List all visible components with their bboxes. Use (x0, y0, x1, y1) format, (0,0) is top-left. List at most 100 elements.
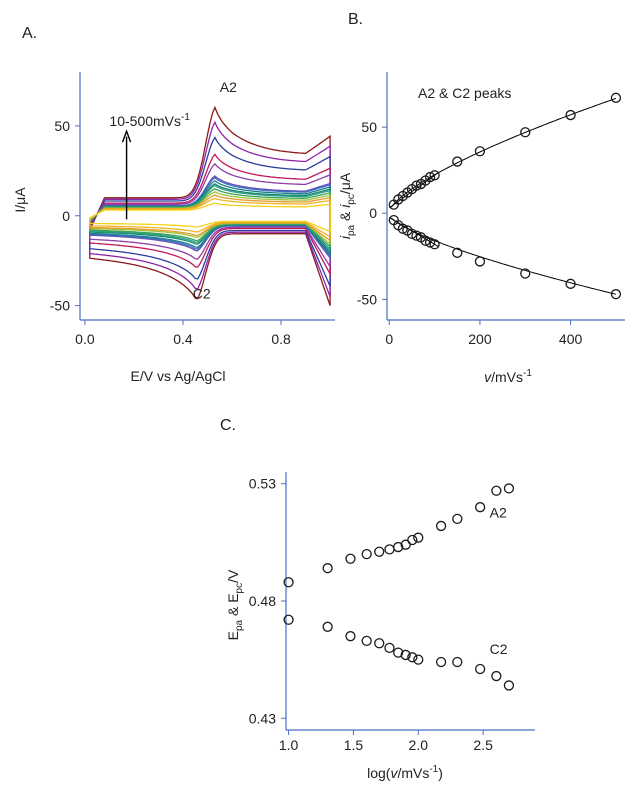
panel-c-point (407, 534, 418, 546)
panel-label-a: A. (22, 25, 37, 42)
panel-c-marks (283, 483, 515, 691)
panel-c-point (345, 553, 356, 564)
panel-b-y-tick-label: -50 (357, 291, 377, 307)
panel-c-x-label-end: ) (438, 765, 443, 781)
panel-b-point (411, 180, 422, 191)
panel-b-y-label: ipa & ipc/μA (337, 172, 357, 239)
panel-a-annotation: C2 (193, 285, 211, 301)
panel-b-point (610, 92, 622, 103)
panel-c-x-label-sup: -1 (429, 764, 438, 775)
panel-c-y-tick-label: 0.48 (249, 593, 276, 609)
panel-c-peak-potential: 1.0 1.5 2.0 2.5 0.53 0.48 0.43 A2 C2 log(v/mVs-… (225, 472, 535, 781)
panel-b-ticks: 0 200 400 50 0 -50 (357, 119, 583, 347)
panel-a-x-tick-label: 0.8 (271, 331, 291, 347)
panel-c-point (435, 656, 447, 668)
panel-b-point (520, 268, 531, 279)
panel-a-axes (79, 72, 335, 321)
panel-b-x-label: v/mVs-1 (484, 368, 532, 385)
panel-b-point (474, 146, 486, 157)
panel-b-point (424, 237, 436, 248)
panel-a-y-tick-label: 50 (54, 118, 70, 134)
panel-b-axes (386, 72, 625, 321)
panel-label-c: C. (220, 417, 236, 434)
cv-curve (89, 153, 331, 277)
panel-b-x-tick-label: 400 (559, 331, 583, 347)
panel-c-point (393, 541, 404, 553)
panel-c-point (322, 563, 333, 574)
panel-c-point (384, 642, 395, 654)
panel-c-x-tick-label: 2.5 (473, 737, 493, 753)
panel-c-point (283, 577, 294, 588)
panel-c-y-tick-label: 0.43 (249, 710, 276, 726)
cv-curve (89, 197, 331, 238)
panel-c-point (452, 513, 463, 525)
panel-b-x-label-var: v (484, 369, 492, 385)
panel-c-point (413, 654, 424, 665)
panel-c-point (491, 670, 502, 682)
panel-a-annotation: 10-500mVs-1 (109, 112, 190, 129)
panel-a-x-tick-label: 0.4 (173, 331, 193, 347)
panel-c-y-label: Epa & Epc/V (225, 569, 245, 640)
panel-b-x-label-sup: -1 (523, 368, 532, 379)
panel-c-x-label: log(v/mVs-1) (367, 764, 443, 781)
panel-b-point (429, 170, 440, 181)
panel-c-point (361, 635, 372, 647)
panel-b-point (520, 127, 531, 138)
panel-c-point (374, 546, 385, 557)
panel-c-point (345, 631, 356, 642)
panel-a-annotation: A2 (220, 79, 237, 95)
panel-b-x-label-unit: /mVs (491, 369, 523, 385)
panel-a-y-tick-label: 0 (62, 208, 70, 224)
panel-b-point (474, 256, 486, 267)
cv-curve (89, 162, 331, 269)
panel-b-point (565, 109, 576, 121)
panel-c-x-tick-label: 2.0 (409, 737, 429, 753)
panel-b-peak-current: 0 200 400 50 0 -50 A2 & C2 peaks v/mVs-1 ipa … (337, 72, 625, 385)
panel-c-x-label-unit: /mVs (397, 765, 429, 781)
panel-a-y-tick-label: -50 (50, 298, 70, 314)
cv-curve (89, 120, 331, 297)
cv-curves (89, 105, 331, 306)
panel-c-annotation: C2 (490, 641, 508, 657)
panel-c-x-label-var: v (390, 765, 398, 781)
panel-a-x-tick-label: 0.0 (75, 331, 95, 347)
panel-b-point (429, 239, 440, 250)
panel-b-point (411, 230, 422, 241)
panel-label-b: B. (348, 11, 363, 28)
cv-curve (89, 105, 331, 306)
panel-b-point (610, 289, 622, 300)
panel-a-y-label: I/μA (12, 187, 28, 213)
panel-c-point (503, 483, 515, 494)
panel-b-point (420, 235, 431, 246)
panel-c-x-tick-label: 1.0 (279, 737, 299, 753)
panel-c-point (361, 548, 372, 560)
scan-rate-arrow-head (121, 129, 132, 143)
panel-a-x-label: E/V vs Ag/AgCl (131, 368, 226, 384)
panel-b-x-tick-label: 200 (468, 331, 492, 347)
panel-c-point (384, 544, 395, 555)
panel-c-point (400, 649, 411, 661)
panel-b-x-tick-label: 0 (385, 331, 393, 347)
panel-b-point (424, 171, 436, 183)
panel-b-point (452, 156, 463, 167)
panel-c-point (435, 520, 447, 532)
panel-b-point (565, 278, 576, 289)
panel-c-point (413, 532, 424, 543)
panel-c-y-tick-label: 0.53 (249, 476, 276, 492)
panel-a-ticks: 0.0 0.4 0.8 50 0 -50 (50, 118, 291, 347)
panel-b-point (397, 223, 409, 234)
panel-c-annotation: A2 (490, 505, 507, 521)
panel-b-y-tick-label: 0 (369, 205, 377, 221)
panel-c-point (491, 485, 502, 496)
panel-b-point (452, 247, 463, 258)
cv-curve (89, 136, 331, 287)
panel-c-point (374, 638, 385, 649)
panel-c-annotations: A2 C2 (490, 505, 508, 657)
panel-b-y-tick-label: 50 (361, 119, 377, 135)
panel-c-x-label-pre: log( (367, 765, 391, 781)
panel-b-fit-line (391, 217, 617, 295)
panel-b-marks (388, 92, 622, 300)
panel-c-point (452, 656, 463, 668)
panel-b-title: A2 & C2 peaks (418, 85, 511, 101)
panel-b-fit-line (391, 97, 617, 208)
